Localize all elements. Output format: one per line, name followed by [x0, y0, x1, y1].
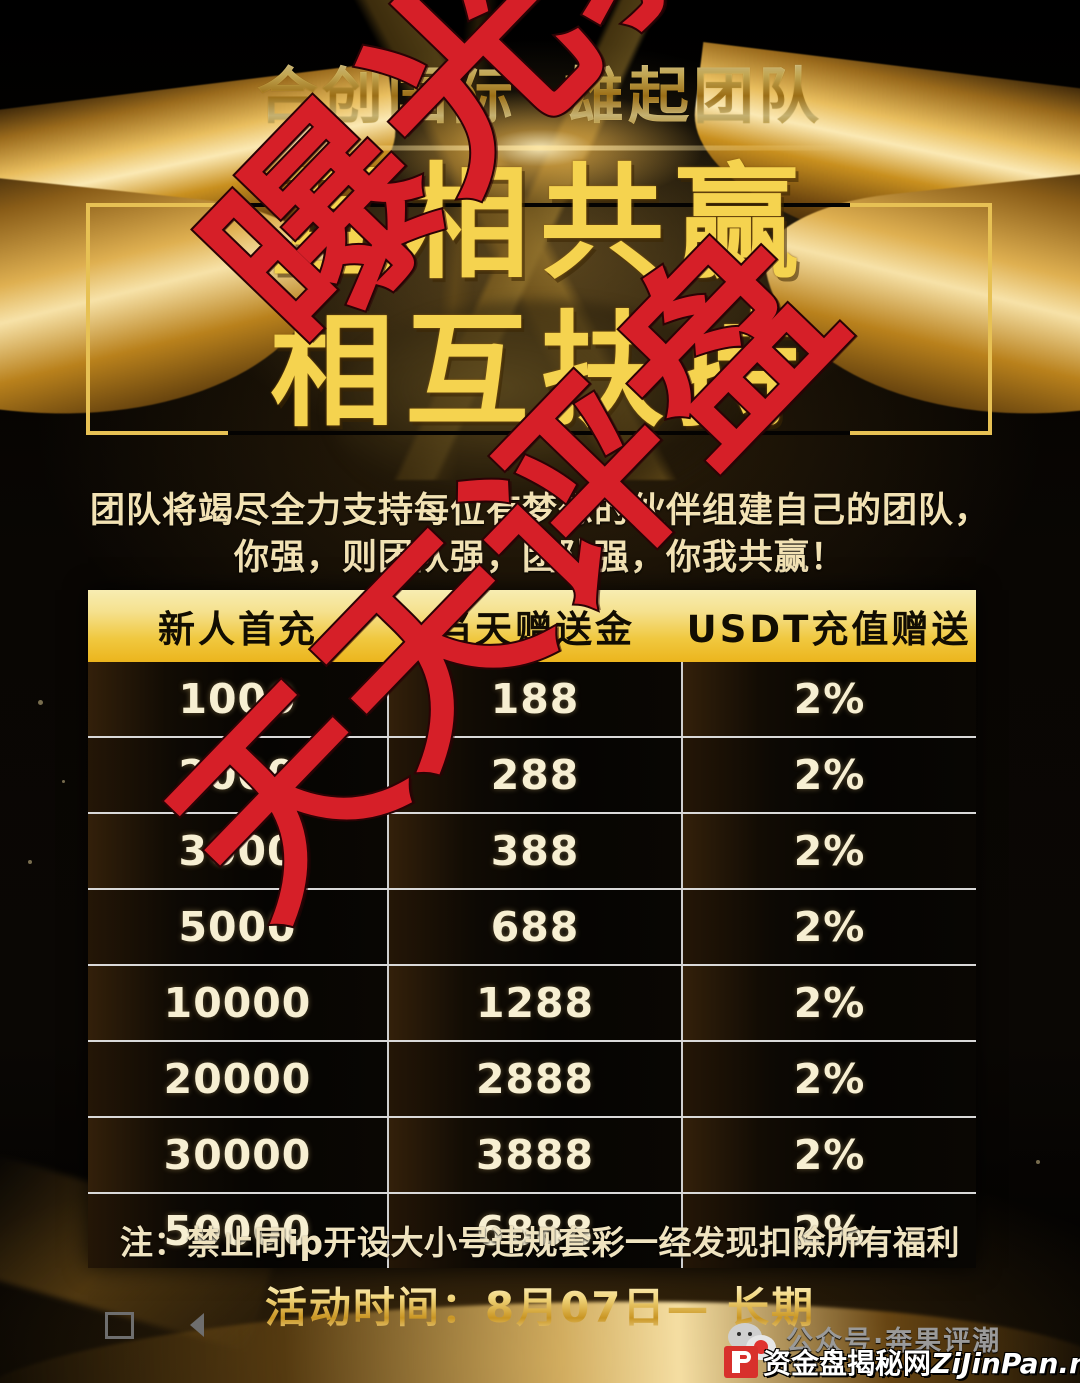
cell-bonus: 6888 [388, 1193, 683, 1268]
cell-bonus: 1288 [388, 965, 683, 1042]
column-header-usdt-bonus: USDT充值赠送 [682, 590, 976, 662]
speck [1036, 1160, 1040, 1164]
table-row: 1000 188 2% [88, 662, 976, 738]
cell-bonus: 188 [388, 662, 683, 738]
bonus-tier-table: 新人首充 当天赠送金 USDT充值赠送 1000 188 2% 2000 288… [88, 590, 976, 1268]
cell-usdt: 2% [682, 813, 976, 890]
wechat-eye-dot [737, 1332, 741, 1336]
cell-bonus: 3888 [388, 1117, 683, 1194]
cell-deposit: 30000 [88, 1117, 389, 1194]
cell-deposit: 1000 [88, 662, 389, 738]
rules-note: 注：禁止同ip开设大小号违规套彩一经发现扣除所有福利 [120, 1223, 960, 1262]
table-row: 30000 3888 2% [88, 1117, 976, 1194]
cell-bonus: 688 [388, 889, 683, 966]
site-watermark-bar: 资金盘揭秘网ZiJinPan.net [724, 1345, 1080, 1380]
cell-deposit: 3000 [88, 813, 389, 890]
table-header-row: 新人首充 当天赠送金 USDT充值赠送 [88, 590, 976, 662]
background-orb [330, 300, 750, 520]
site-name-cn: 资金盘揭秘网 [763, 1347, 932, 1380]
cell-bonus: 288 [388, 737, 683, 814]
subtitle-line-1: 团队将竭尽全力支持每位有梦想的伙伴组建自己的团队， [89, 491, 990, 531]
table-row: 50000 6888 2% [88, 1193, 976, 1268]
site-name-latin: ZiJinPan.net [931, 1347, 1080, 1380]
headline-line-2: 相互扶持 [269, 300, 810, 444]
cell-bonus: 2888 [388, 1041, 683, 1118]
cell-deposit: 2000 [88, 737, 389, 814]
brand-name-left: 合创国际 [256, 61, 517, 132]
table-row: 10000 1288 2% [88, 965, 976, 1042]
cell-deposit: 20000 [88, 1041, 389, 1118]
speck [62, 780, 65, 783]
brand-name-right: 雄起团队 [563, 61, 824, 132]
column-header-same-day-bonus: 当天赠送金 [388, 590, 682, 662]
speck [28, 860, 32, 864]
footer-branding: 公众号·奔果评潮 资金盘揭秘网ZiJinPan.net [724, 1319, 1080, 1380]
android-recents-button[interactable] [105, 1312, 134, 1339]
table-row: 3000 388 2% [88, 813, 976, 890]
speck [38, 700, 43, 705]
cell-deposit: 10000 [88, 965, 389, 1042]
event-period: 活动时间：8月07日— 长期 [0, 1274, 1080, 1335]
cell-usdt: 2% [682, 965, 976, 1042]
wechat-account-label: 公众号·奔果评潮 [786, 1326, 1002, 1357]
table-row: 2000 288 2% [88, 737, 976, 814]
cell-bonus: 388 [388, 813, 683, 890]
cell-usdt: 2% [682, 1117, 976, 1194]
site-watermark-text: 资金盘揭秘网ZiJinPan.net [763, 1342, 1080, 1382]
cell-usdt: 2% [682, 889, 976, 966]
table-row: 5000 688 2% [88, 889, 976, 966]
cell-usdt: 2% [682, 1041, 976, 1118]
cell-usdt: 2% [682, 737, 976, 814]
column-header-first-deposit: 新人首充 [88, 590, 388, 662]
cell-deposit: 5000 [88, 889, 389, 966]
android-back-button[interactable] [190, 1313, 204, 1337]
headline-line-1: 互相共赢 [269, 152, 810, 296]
subtitle-line-2: 你强，则团队强，团队强，你我共赢！ [233, 538, 846, 578]
cell-usdt: 2% [682, 662, 976, 738]
table-row: 20000 2888 2% [88, 1041, 976, 1118]
zijinpan-logo-icon [724, 1346, 758, 1378]
table-body: 1000 188 2% 2000 288 2% 3000 388 2% 5000… [88, 662, 976, 1268]
poster-header-title: 合创国际 雄起团队 [0, 46, 1080, 135]
gold-frame-border [86, 203, 992, 435]
cell-usdt: 2% [682, 1193, 976, 1268]
wechat-eye-dot [748, 1332, 752, 1336]
cell-deposit: 50000 [88, 1193, 389, 1268]
